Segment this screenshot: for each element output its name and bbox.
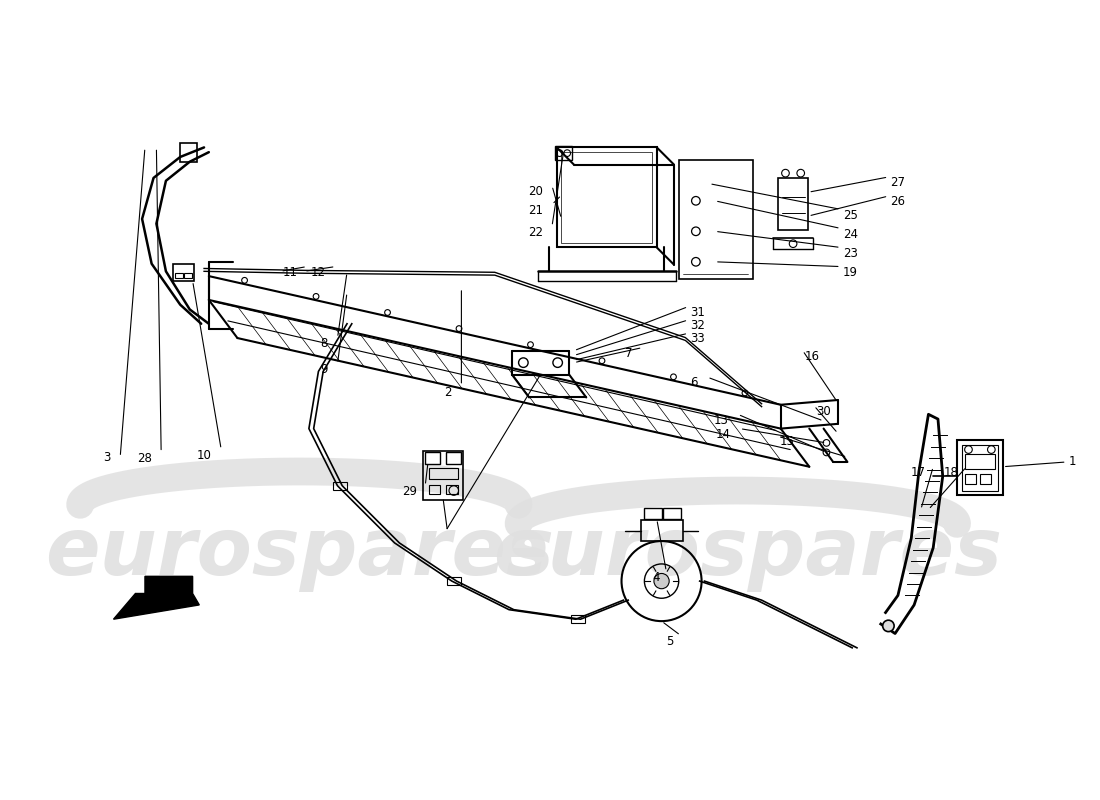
Bar — [447, 453, 461, 464]
Bar — [679, 160, 754, 279]
Text: 27: 27 — [890, 176, 905, 189]
Text: 19: 19 — [843, 266, 858, 278]
Text: 18: 18 — [944, 466, 959, 479]
Bar — [965, 474, 976, 484]
Text: 11: 11 — [283, 266, 297, 278]
Text: 33: 33 — [690, 333, 705, 346]
Bar — [424, 450, 463, 500]
Bar — [663, 508, 681, 519]
Bar — [332, 482, 346, 490]
Bar — [554, 146, 572, 160]
Text: 14: 14 — [715, 428, 730, 441]
Bar — [561, 152, 652, 242]
Text: 3: 3 — [103, 450, 111, 464]
Text: 23: 23 — [843, 246, 858, 260]
Bar — [180, 142, 197, 162]
Bar — [957, 440, 1003, 495]
Bar — [184, 274, 191, 278]
Text: 4: 4 — [652, 570, 660, 584]
Text: 26: 26 — [890, 195, 905, 208]
Text: 21: 21 — [528, 204, 543, 217]
Text: 9: 9 — [320, 363, 328, 376]
Bar — [173, 264, 194, 281]
Text: 28: 28 — [136, 452, 152, 465]
Text: 29: 29 — [403, 485, 418, 498]
Bar — [645, 508, 661, 519]
Bar — [640, 520, 682, 541]
Text: eurospares: eurospares — [45, 514, 554, 591]
Bar — [557, 147, 657, 247]
Text: 24: 24 — [843, 228, 858, 241]
Text: 5: 5 — [667, 634, 674, 648]
Text: 8: 8 — [320, 338, 328, 350]
Text: 6: 6 — [691, 376, 697, 390]
Bar — [980, 474, 991, 484]
Text: 2: 2 — [444, 386, 452, 399]
Text: 12: 12 — [311, 266, 326, 278]
Text: 13: 13 — [714, 414, 728, 426]
Text: 22: 22 — [528, 226, 543, 238]
Text: 15: 15 — [780, 435, 794, 449]
Bar — [447, 578, 461, 585]
Polygon shape — [113, 576, 199, 619]
Circle shape — [653, 574, 669, 589]
Text: 10: 10 — [197, 449, 211, 462]
Bar — [426, 453, 440, 464]
Bar — [778, 178, 808, 230]
Text: 31: 31 — [690, 306, 705, 319]
Bar — [571, 615, 585, 623]
Bar — [429, 485, 440, 494]
Text: eurospares: eurospares — [493, 514, 1002, 591]
Bar — [176, 274, 183, 278]
Circle shape — [882, 620, 894, 632]
Text: 17: 17 — [911, 466, 925, 479]
Bar — [965, 454, 996, 469]
Text: 1: 1 — [1068, 455, 1076, 469]
Text: 30: 30 — [816, 405, 831, 418]
Text: 25: 25 — [843, 209, 858, 222]
Text: 32: 32 — [690, 319, 705, 332]
Bar — [447, 485, 458, 494]
Text: 20: 20 — [528, 185, 543, 198]
Text: 16: 16 — [804, 350, 820, 362]
Bar — [961, 445, 998, 490]
Bar — [429, 468, 458, 479]
Text: 7: 7 — [626, 346, 632, 360]
